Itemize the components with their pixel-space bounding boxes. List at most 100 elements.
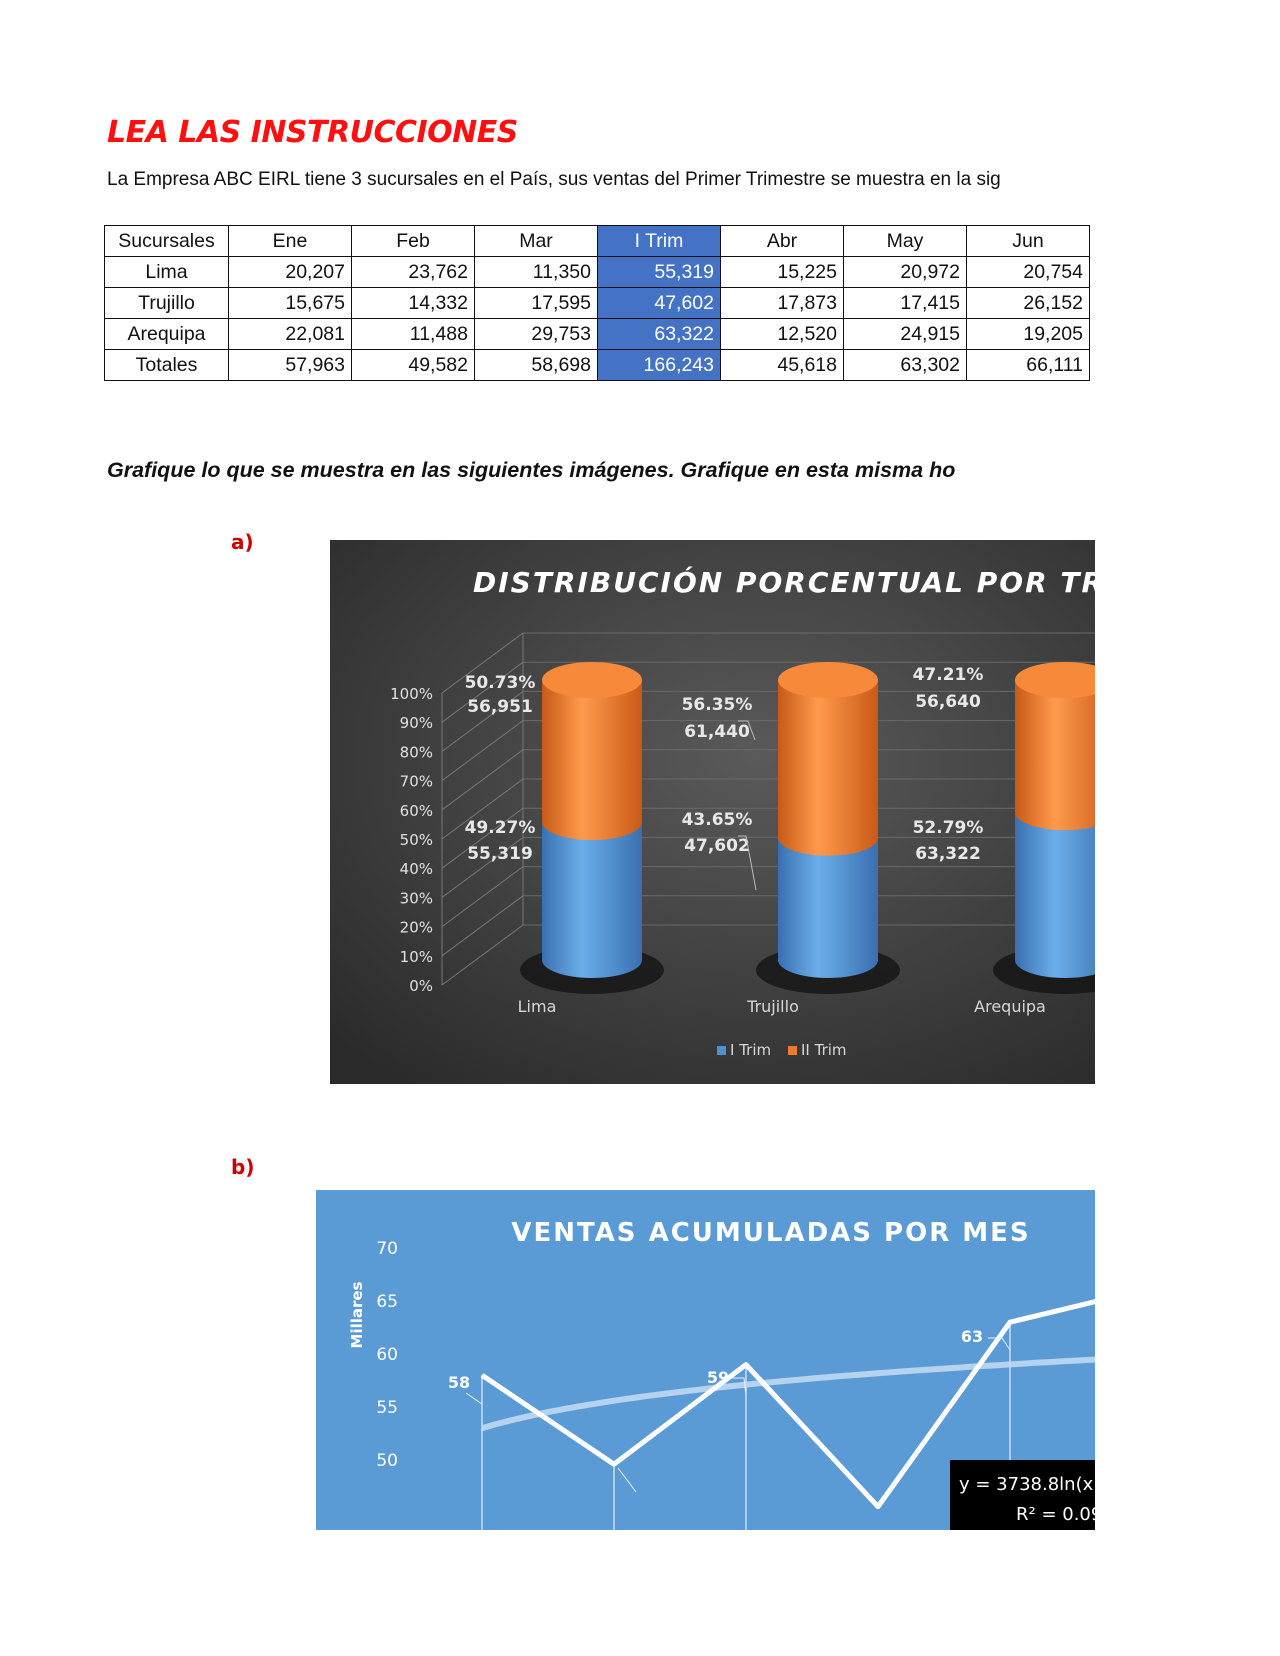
grid-diagonal [441, 895, 524, 957]
column-header: Jun [966, 225, 1090, 257]
data-label-value: 55,319 [467, 844, 533, 864]
y-tick-label: 0% [409, 977, 433, 995]
data-label-value: 63,322 [915, 844, 981, 864]
data-label-pct: 52.79% [913, 818, 984, 838]
table-cell: 19,205 [966, 318, 1090, 350]
grid-diagonal [441, 749, 524, 811]
chart-distribucion: DISTRIBUCIÓN PORCENTUAL POR TRIMES 100% 90… [330, 540, 1095, 1084]
series-line [480, 1299, 1095, 1510]
x-tick-label: Arequipa [974, 997, 1046, 1016]
y-tick-label: 100% [390, 685, 433, 703]
leader-line [617, 1467, 637, 1493]
table-cell: 26,152 [966, 287, 1090, 319]
bar-i-trim-lima [542, 822, 642, 978]
leader-line [738, 835, 757, 891]
table-cell: 23,762 [351, 256, 475, 288]
bar-ii-trim-arequipa [1015, 680, 1095, 831]
data-label: 58 [448, 1373, 470, 1392]
x-tick-label: Lima [518, 997, 557, 1016]
trendline-r2: R² = 0.098 [1016, 1504, 1095, 1525]
leader-line [731, 1377, 747, 1397]
row-label: Lima [104, 256, 229, 288]
y-axis-title: Millares [348, 1281, 366, 1348]
chart-title: DISTRIBUCIÓN PORCENTUAL POR TRIMES [473, 565, 1095, 599]
chart-distribucion-svg: DISTRIBUCIÓN PORCENTUAL POR TRIMES 100% 90… [330, 540, 1095, 1084]
data-label-pct: 50.73% [465, 673, 536, 693]
y-tick-label: 50 [376, 1451, 398, 1471]
trendline-label-box [950, 1460, 1095, 1530]
leader-line [988, 1337, 1011, 1351]
grid-diagonal [441, 661, 524, 723]
grid-diagonal [441, 807, 524, 869]
y-tick-label: 70 [376, 1239, 398, 1259]
grid-diagonal [441, 836, 524, 898]
table-cell: 24,915 [843, 318, 967, 350]
table-cell: 47,602 [597, 287, 721, 319]
column-header: Abr [720, 225, 844, 257]
y-tick-label: 60 [376, 1345, 398, 1365]
y-tick-label: 50% [400, 831, 433, 849]
column-header: I Trim [597, 225, 721, 257]
bar-i-trim-arequipa [1015, 812, 1095, 978]
data-label: 63 [961, 1327, 983, 1346]
row-label: Totales [104, 349, 229, 381]
y-tick-label: 55 [376, 1398, 398, 1418]
y-tick-label: 10% [400, 948, 433, 966]
chart-title: VENTAS ACUMULADAS POR MES [511, 1218, 1030, 1248]
grid-diagonal [441, 690, 524, 752]
y-tick-label: 70% [400, 773, 433, 791]
chart-instruction: Grafique lo que se muestra en las siguie… [107, 458, 956, 482]
chart-ventas-svg: VENTAS ACUMULADAS POR MES Millares 70 65 60 5… [316, 1190, 1095, 1530]
row-label: Trujillo [104, 287, 229, 319]
y-tick-label: 80% [400, 743, 433, 761]
data-label-value: 56,951 [467, 697, 533, 717]
data-label: 59 [707, 1368, 729, 1387]
table-row: Arequipa 22,081 11,488 29,753 63,322 12,520 24… [104, 318, 1090, 350]
grid-diagonal [441, 924, 524, 986]
cylinder-top [542, 662, 642, 698]
x-tick-label: Trujillo [746, 997, 799, 1016]
bar-ii-trim-lima [542, 680, 642, 841]
data-label-pct: 56.35% [682, 695, 753, 715]
column-header: Feb [351, 225, 475, 257]
trendline-equation: y = 3738.8ln(x) + [959, 1474, 1095, 1495]
table-cell: 22,081 [228, 318, 352, 350]
table-cell: 15,675 [228, 287, 352, 319]
table-row: Lima 20,207 23,762 11,350 55,319 15,225 20,972… [104, 256, 1090, 288]
data-label-value: 47,602 [684, 836, 750, 856]
table-header-row: Sucursales Ene Feb Mar I Trim Abr May Jun [104, 225, 1090, 257]
grid-diagonal [441, 778, 524, 840]
table-cell: 11,488 [351, 318, 475, 350]
table-cell: 11,350 [474, 256, 598, 288]
legend-label: II Trim [801, 1041, 847, 1059]
y-tick-label: 40% [400, 860, 433, 878]
row-label: Arequipa [104, 318, 229, 350]
data-label-value: 61,440 [684, 722, 750, 742]
table-cell: 49,582 [351, 349, 475, 381]
page-title: LEA LAS INSTRUCCIONES [107, 115, 518, 150]
table-row: Totales 57,963 49,582 58,698 166,243 45,618 63… [104, 349, 1090, 381]
table-cell: 63,302 [843, 349, 967, 381]
table-cell: 29,753 [474, 318, 598, 350]
table-cell: 166,243 [597, 349, 721, 381]
chart-ventas-acumuladas: VENTAS ACUMULADAS POR MES Millares 70 65 60 5… [316, 1190, 1095, 1530]
bar-i-trim-trujillo [778, 837, 878, 978]
column-header: Ene [228, 225, 352, 257]
grid-diagonal [441, 866, 524, 928]
grid-diagonal [441, 632, 524, 694]
bar-ii-trim-trujillo [778, 680, 878, 856]
data-label-value: 56,640 [915, 692, 981, 712]
table-cell: 57,963 [228, 349, 352, 381]
table-cell: 63,322 [597, 318, 721, 350]
table-cell: 14,332 [351, 287, 475, 319]
table-cell: 20,754 [966, 256, 1090, 288]
sales-table: Sucursales Ene Feb Mar I Trim Abr May Jun Lima 20… [104, 225, 1090, 381]
table-cell: 12,520 [720, 318, 844, 350]
y-tick-label: 90% [400, 714, 433, 732]
column-header: Sucursales [104, 225, 229, 257]
y-tick-label: 65 [376, 1292, 398, 1312]
data-label-pct: 49.27% [465, 818, 536, 838]
table-cell: 15,225 [720, 256, 844, 288]
leader-line [738, 720, 756, 741]
leader-line [465, 1392, 483, 1405]
